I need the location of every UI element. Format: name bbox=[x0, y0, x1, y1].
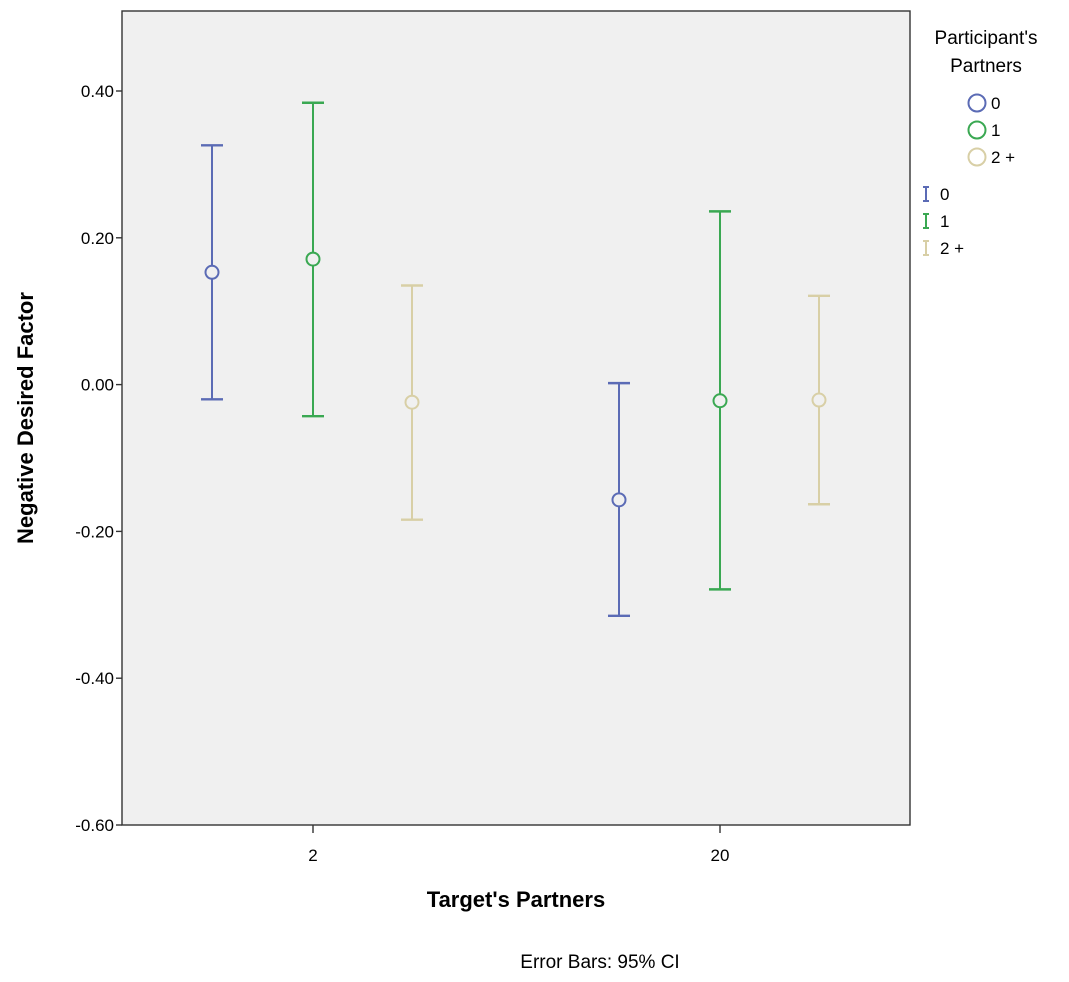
mean-marker bbox=[404, 394, 420, 410]
y-tick-label: -0.40 bbox=[75, 669, 114, 688]
legend-errorbar-icon bbox=[923, 213, 929, 229]
x-tick-label: 2 bbox=[308, 846, 317, 865]
y-tick-label: 0.40 bbox=[81, 82, 114, 101]
y-axis-label: Negative Desired Factor bbox=[13, 292, 38, 544]
legend-errorbar-icon bbox=[923, 240, 929, 256]
mean-marker bbox=[204, 264, 220, 280]
mean-marker bbox=[811, 392, 827, 408]
x-axis: 2 20 bbox=[308, 825, 729, 865]
legend-marker-circle bbox=[967, 120, 987, 140]
x-axis-label: Target's Partners bbox=[427, 887, 605, 912]
y-tick-label: 0.20 bbox=[81, 229, 114, 248]
legend: Participant's Partners 0 1 2 + 0 1 2 + bbox=[923, 28, 1037, 258]
legend-errorbar-label: 1 bbox=[940, 212, 949, 231]
mean-marker bbox=[305, 251, 321, 267]
legend-marker-circle bbox=[967, 147, 987, 167]
y-tick-label: -0.60 bbox=[75, 816, 114, 835]
chart-footnote: Error Bars: 95% CI bbox=[520, 952, 679, 973]
y-axis: 0.40 0.20 0.00 -0.20 -0.40 -0.60 bbox=[75, 82, 122, 835]
series-layer bbox=[201, 101, 830, 618]
legend-marker-label: 1 bbox=[991, 121, 1000, 140]
legend-marker-circle bbox=[967, 93, 987, 113]
mean-marker bbox=[712, 393, 728, 409]
legend-title-line2: Partners bbox=[950, 56, 1022, 77]
legend-errorbar-label: 0 bbox=[940, 185, 949, 204]
y-tick-label: 0.00 bbox=[81, 376, 114, 395]
legend-marker-label: 0 bbox=[991, 94, 1000, 113]
y-tick-label: -0.20 bbox=[75, 522, 114, 541]
mean-marker bbox=[611, 492, 627, 508]
legend-title-line1: Participant's bbox=[935, 28, 1038, 49]
legend-errorbar-label: 2 + bbox=[940, 239, 964, 258]
legend-errorbar-icon bbox=[923, 186, 929, 202]
legend-marker-label: 2 + bbox=[991, 148, 1015, 167]
plot-area bbox=[121, 10, 911, 826]
x-tick-label: 20 bbox=[711, 846, 730, 865]
